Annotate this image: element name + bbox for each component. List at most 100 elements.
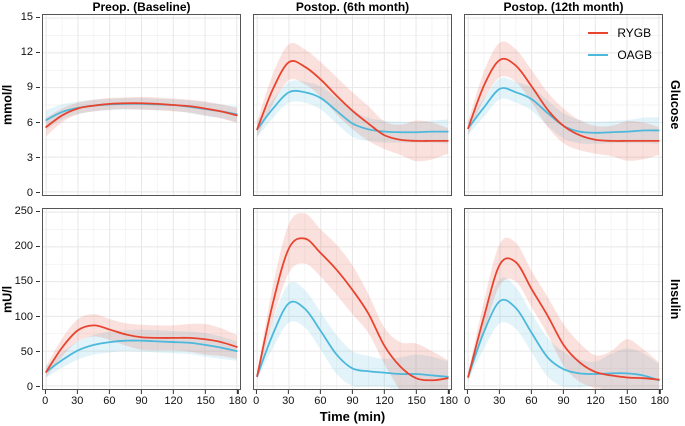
x-tick-mark — [76, 390, 78, 394]
x-tick-mark — [562, 390, 565, 394]
gridlines — [465, 15, 662, 195]
y-tick-0: 0 — [27, 187, 40, 199]
x-tick-label: 180 — [228, 394, 247, 407]
y-tick-mark — [36, 192, 40, 194]
facet-strip-glucose: Glucose — [665, 14, 685, 196]
x-tick-90: 90 — [346, 390, 359, 407]
x-tick-180: 180 — [651, 390, 669, 407]
plot-area — [254, 15, 451, 195]
facet-column-titles: Preop. (Baseline) Postop. (6th month) Po… — [0, 0, 685, 14]
legend: RYGB OAGB — [588, 26, 652, 62]
plot-area — [254, 209, 451, 389]
panel-glucose-preop — [42, 14, 241, 196]
y-tick-mark — [36, 386, 40, 388]
legend-label-rygb: RYGB — [617, 26, 652, 40]
x-tick-0: 0 — [464, 390, 470, 407]
oagb-line-swatch-icon — [588, 53, 609, 57]
spacer — [665, 0, 685, 14]
x-tick-30: 30 — [493, 390, 505, 407]
confidence-band-rygb — [468, 41, 659, 161]
x-tick-mark — [108, 390, 110, 394]
mean-line-oagb — [45, 339, 238, 373]
plot-area — [43, 15, 240, 195]
x-tick-mark — [172, 390, 175, 394]
mean-line-rygb — [467, 57, 660, 142]
x-tick-mark — [205, 390, 207, 394]
confidence-band-oagb — [468, 277, 659, 389]
y-tick-mark — [36, 245, 40, 247]
x-ticks-postop-12m: 0 30 60 90 120 150 180 — [464, 390, 669, 407]
plot-area — [465, 15, 662, 195]
y-tick-50: 50 — [21, 346, 40, 358]
y-tick-label: 0 — [26, 380, 33, 393]
y-tick-100: 100 — [15, 311, 40, 323]
x-tick-label: 30 — [493, 394, 506, 407]
y-axis-title-glucose: mmol/l — [0, 84, 15, 126]
y-tick-mark — [36, 351, 40, 353]
x-tick-90: 90 — [135, 390, 148, 407]
x-tick-90: 90 — [557, 390, 570, 407]
x-tick-30: 30 — [282, 390, 294, 407]
facet-strip-label-glucose: Glucose — [668, 80, 682, 130]
y-tick-label: 15 — [20, 11, 33, 24]
y-tick-label: 6 — [26, 116, 33, 129]
x-tick-180: 180 — [440, 390, 458, 407]
spacer — [665, 390, 685, 407]
gridlines — [465, 209, 662, 389]
y-tick-mark — [36, 315, 40, 318]
confidence-band-oagb — [46, 329, 237, 378]
x-tick-label: 0 — [42, 394, 49, 407]
x-tick-120: 120 — [164, 390, 183, 407]
y-axis-insulin: mU/l 0 50 100 150 200 250 — [0, 205, 40, 393]
plot-area — [465, 209, 662, 389]
x-tick-0: 0 — [253, 390, 259, 407]
y-tick-3: 3 — [27, 152, 40, 164]
y-tick-labels-insulin: 0 50 100 150 200 250 — [15, 205, 40, 393]
x-tick-mark — [255, 390, 257, 394]
x-tick-mark — [416, 390, 418, 394]
x-tick-label: 30 — [282, 394, 295, 407]
x-tick-mark — [140, 390, 143, 394]
x-axis-title: Time (min) — [319, 409, 386, 424]
gridlines — [254, 209, 451, 389]
x-tick-mark — [287, 390, 289, 394]
x-ticks-postop-6m: 0 30 60 90 120 150 180 — [253, 390, 458, 407]
x-tick-mark — [594, 390, 597, 394]
y-tick-label: 0 — [26, 186, 33, 199]
x-tick-150: 150 — [619, 390, 637, 407]
facet-title-postop-6m: Postop. (6th month) — [295, 0, 410, 14]
y-tick-mark — [36, 16, 40, 18]
x-tick-label: 60 — [314, 394, 327, 407]
mean-line-oagb — [256, 89, 449, 134]
confidence-band-oagb — [257, 80, 448, 144]
x-tick-mark — [351, 390, 354, 394]
x-axis-title-row: Time (min) — [0, 407, 685, 426]
x-tick-label: 0 — [464, 394, 471, 407]
x-tick-0: 0 — [42, 390, 48, 407]
x-tick-label: 180 — [650, 394, 669, 407]
y-tick-mark — [36, 86, 40, 89]
y-tick-mark — [36, 51, 40, 53]
y-tick-label: 9 — [26, 81, 33, 94]
gridlines — [254, 15, 451, 195]
y-tick-12: 12 — [21, 46, 40, 58]
y-tick-label: 50 — [20, 345, 33, 358]
x-tick-180: 180 — [229, 390, 247, 407]
x-tick-label: 90 — [346, 394, 359, 407]
confidence-band-oagb — [468, 77, 659, 144]
x-tick-30: 30 — [71, 390, 83, 407]
confidence-band-rygb — [257, 213, 448, 389]
y-tick-250: 250 — [15, 205, 40, 217]
x-tick-label: 150 — [407, 394, 426, 407]
x-tick-mark — [466, 390, 468, 394]
x-ticks-preop: 0 30 60 90 120 150 180 — [42, 390, 247, 407]
gridlines — [43, 209, 240, 389]
x-tick-mark — [530, 390, 532, 394]
legend-label-oagb: OAGB — [617, 48, 652, 62]
mean-line-rygb — [256, 60, 449, 142]
x-tick-label: 180 — [439, 394, 458, 407]
mean-line-rygb — [45, 324, 238, 373]
confidence-band-rygb — [468, 237, 659, 389]
x-tick-150: 150 — [408, 390, 426, 407]
